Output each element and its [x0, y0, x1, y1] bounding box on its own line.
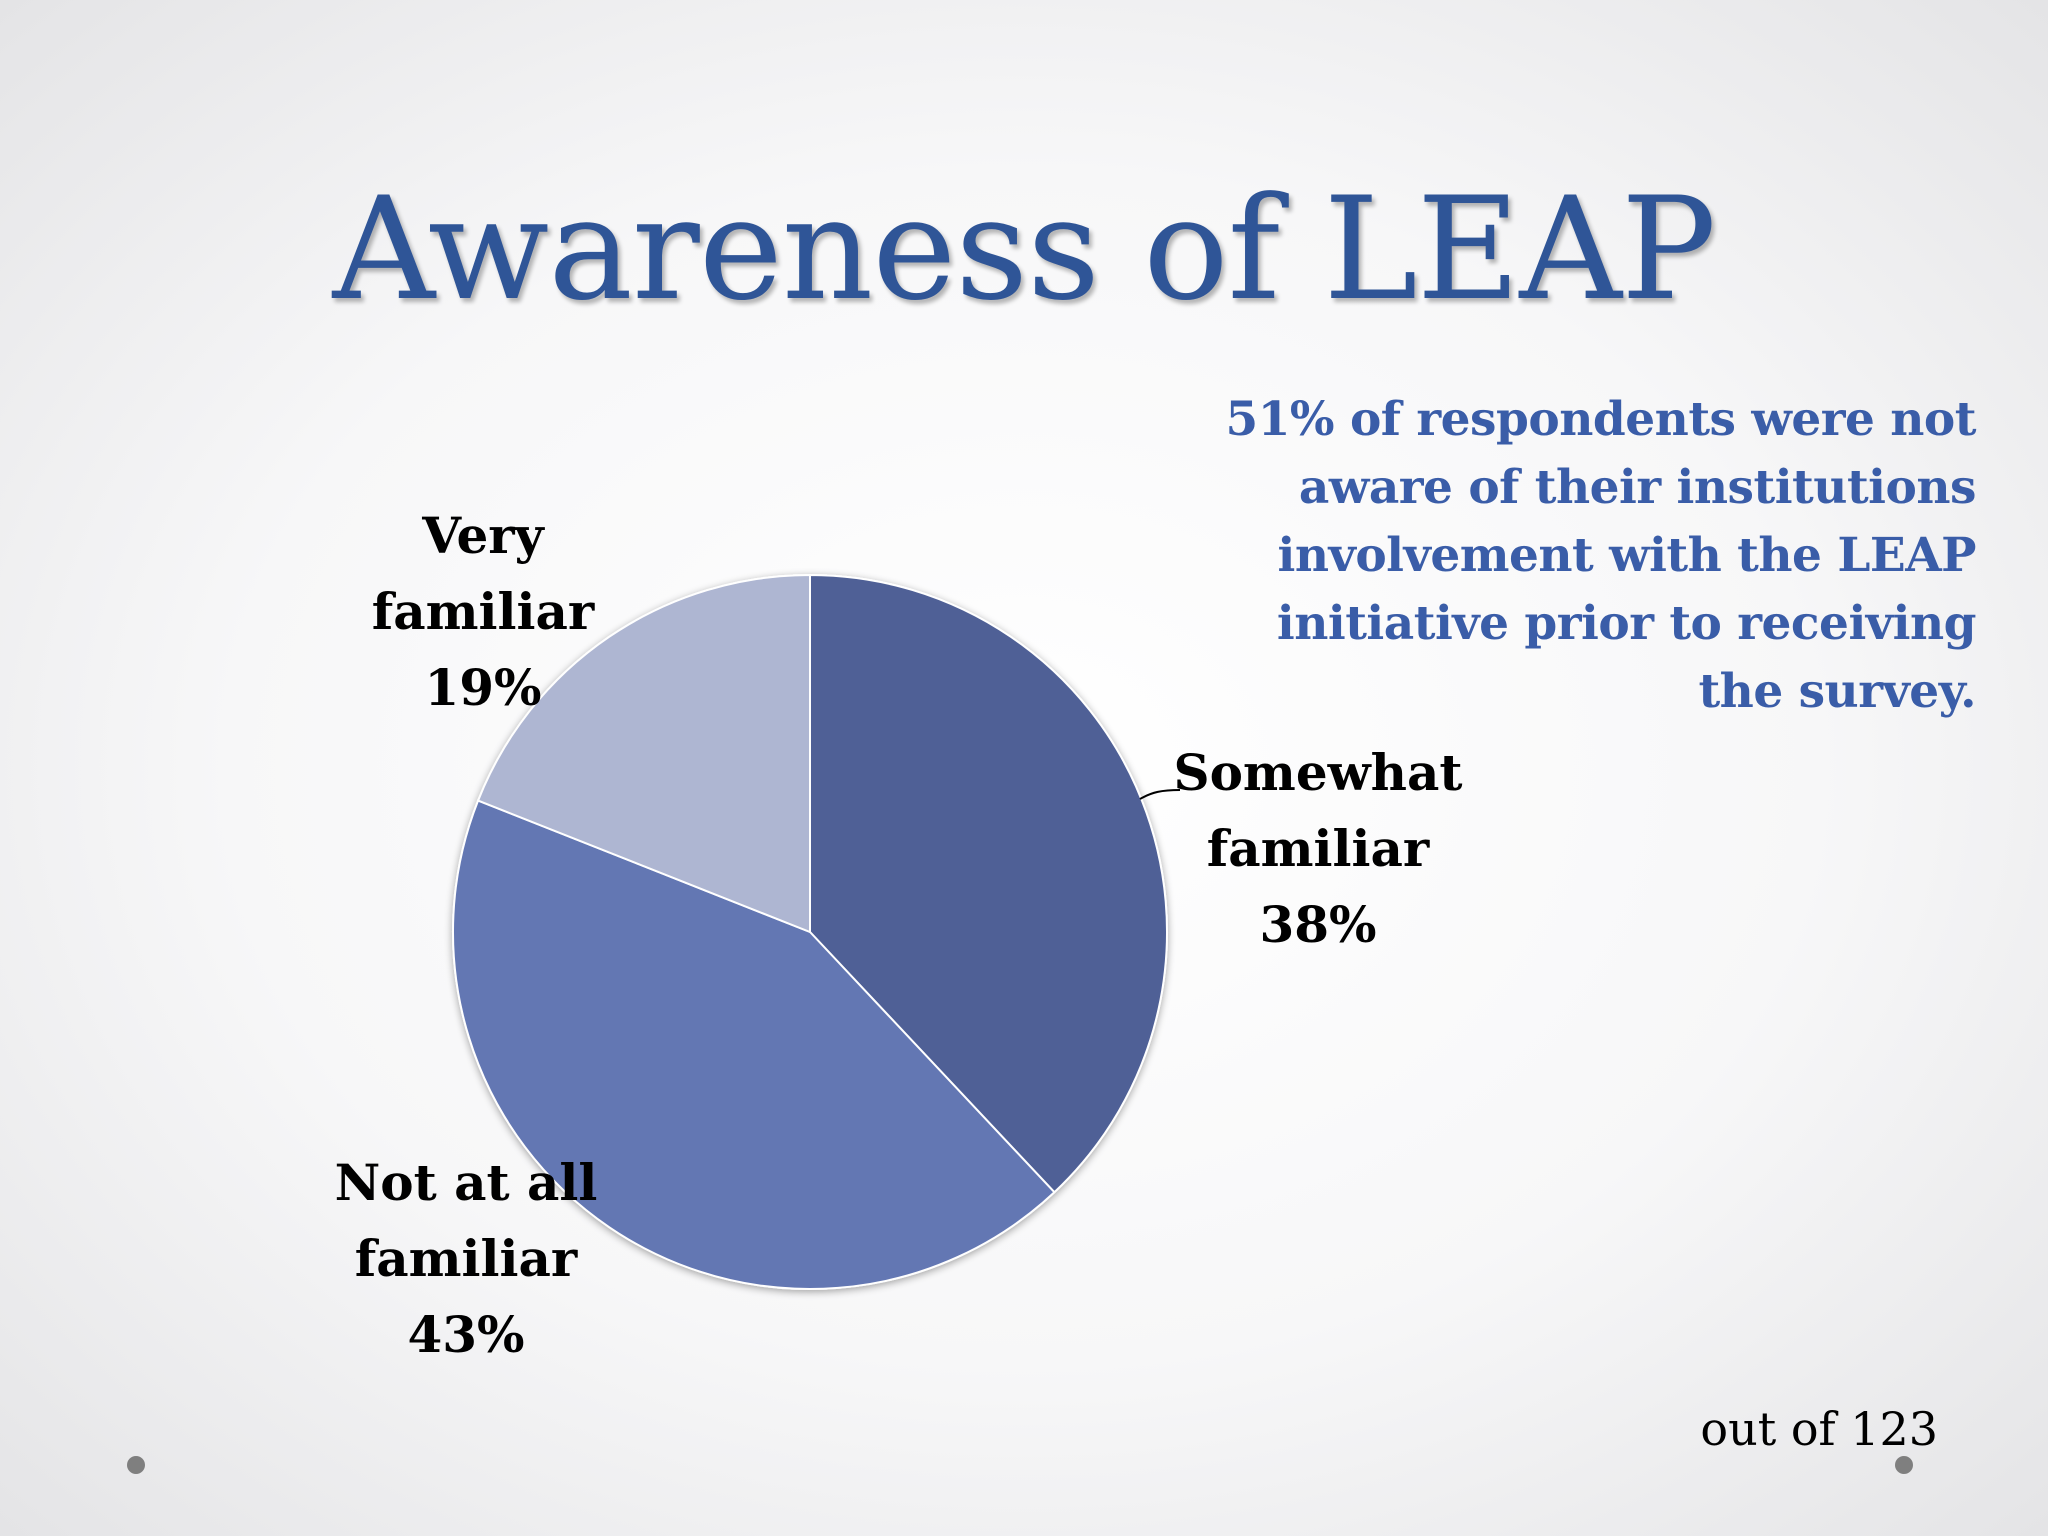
slice-label-line: familiar — [355, 1229, 578, 1288]
pie-slice-very-familiar — [476, 573, 811, 934]
slice-label-line: familiar — [372, 582, 595, 641]
slice-label-somewhat-familiar: Somewhat familiar 38% — [1173, 743, 1462, 954]
slide-title: Awareness of LEAP — [332, 167, 1717, 332]
somewhat-familiar-leader-line — [1139, 789, 1181, 800]
slice-label-line: Not at all — [335, 1153, 598, 1212]
pie-slice-not-at-all-familiar — [452, 799, 1056, 1290]
slice-label-not-at-all-familiar: Not at all familiar 43% — [335, 1153, 598, 1364]
slice-label-line: Somewhat — [1173, 743, 1462, 802]
slice-label-line: 19% — [424, 658, 541, 717]
callout-text: 51% of respondents were not aware of the… — [1225, 392, 1977, 719]
pie-slices — [452, 573, 1168, 1290]
slice-label-line: familiar — [1207, 819, 1430, 878]
slice-label-line: Very — [421, 506, 545, 565]
slice-labels: Somewhat familiar 38% Not at all familiar 43%… — [335, 506, 1463, 1364]
sample-size-note: out of 123 — [1700, 1402, 1938, 1456]
slice-label-line: 43% — [407, 1305, 524, 1364]
slice-label-very-familiar: Very familiar 19% — [372, 506, 595, 717]
slide-bullet-dot-left — [127, 1456, 145, 1474]
pie-slice-somewhat-familiar — [809, 573, 1168, 1194]
slice-label-line: 38% — [1259, 895, 1376, 954]
slide-bullet-dot-right — [1895, 1456, 1913, 1474]
